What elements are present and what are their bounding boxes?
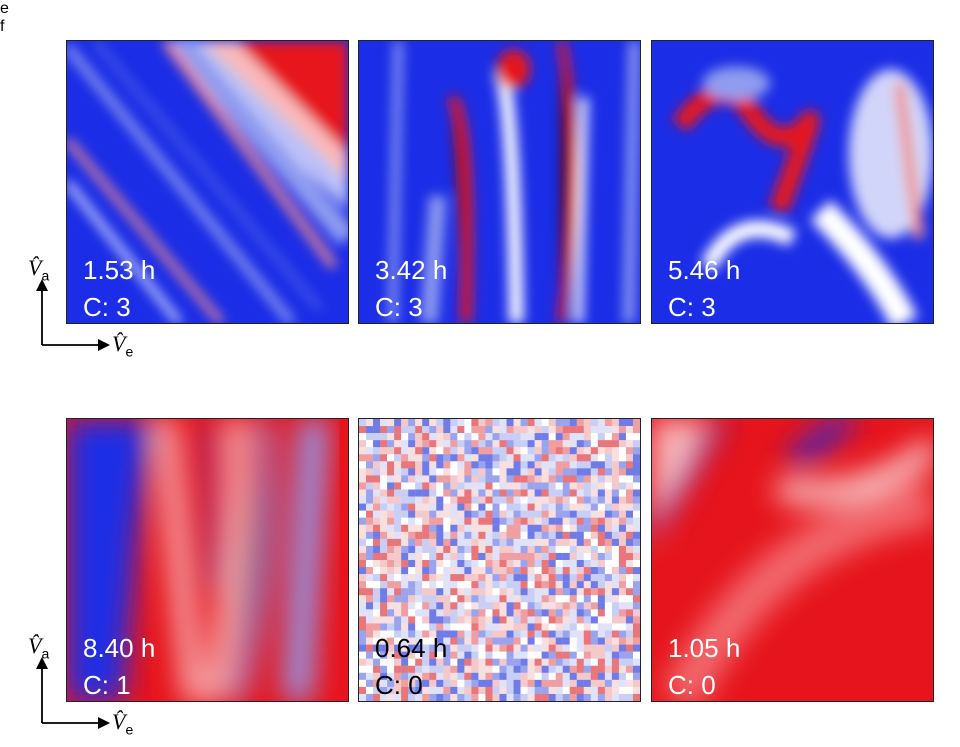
axis-label-y: V̂a xyxy=(28,255,49,283)
c-label: C: 3 xyxy=(668,292,716,322)
heatmap-image xyxy=(652,419,933,701)
axis-subscript: a xyxy=(41,645,50,662)
axis-label-x: V̂e xyxy=(112,709,133,737)
heatmap-image xyxy=(359,419,640,701)
c-label: C: 1 xyxy=(83,670,131,700)
heatmap: 5.46 h C: 3 xyxy=(651,40,934,324)
axis-symbol: V̂ xyxy=(28,255,42,280)
axis-label-y: V̂a xyxy=(28,633,49,661)
panel-label: e xyxy=(0,0,9,17)
time-label: 5.46 h xyxy=(668,255,741,285)
axis-symbol: V̂ xyxy=(112,709,126,734)
heatmap: 0.64 h C: 0 xyxy=(358,418,641,702)
axis-subscript: e xyxy=(125,721,134,738)
time-label: 8.40 h xyxy=(83,633,156,663)
axis-subscript: e xyxy=(125,343,134,360)
heatmap: 1.53 h C: 3 xyxy=(66,40,349,324)
time-label: 0.64 h xyxy=(375,633,448,663)
axis-label-x: V̂e xyxy=(112,331,133,359)
c-label: C: 3 xyxy=(83,292,131,322)
c-label: C: 0 xyxy=(668,670,716,700)
axis-symbol: V̂ xyxy=(28,633,42,658)
panel-label: f xyxy=(0,18,5,35)
heatmap: 3.42 h C: 3 xyxy=(358,40,641,324)
time-label: 3.42 h xyxy=(375,255,448,285)
axis-symbol: V̂ xyxy=(112,331,126,356)
time-label: 1.53 h xyxy=(83,255,156,285)
heatmap-image xyxy=(359,41,640,323)
heatmap: 1.05 h C: 0 xyxy=(651,418,934,702)
heatmap-image xyxy=(67,419,348,701)
axis-subscript: a xyxy=(41,267,50,284)
time-label: 1.05 h xyxy=(668,633,741,663)
heatmap-image xyxy=(652,41,933,323)
c-label: C: 3 xyxy=(375,292,423,322)
c-label: C: 0 xyxy=(375,670,423,700)
heatmap: 8.40 h C: 1 xyxy=(66,418,349,702)
heatmap-image xyxy=(67,41,348,323)
